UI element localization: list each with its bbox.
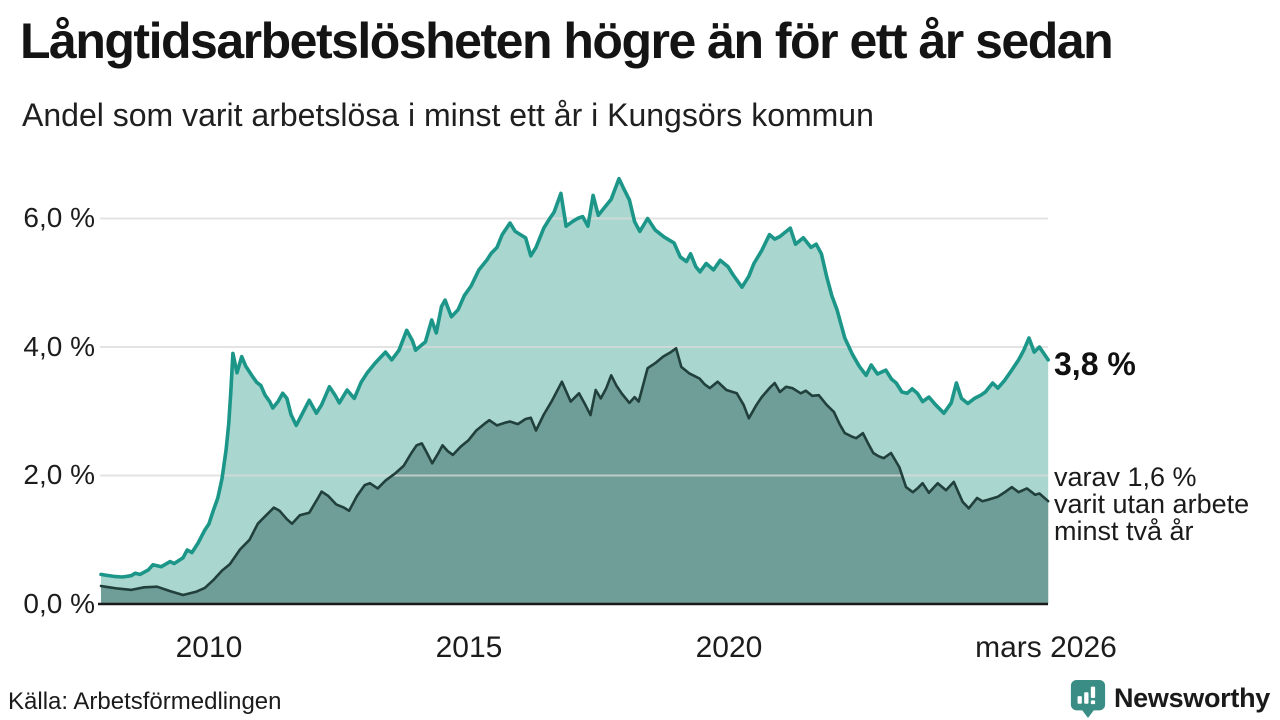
secondary-label-line2: varit utan arbete xyxy=(1054,489,1250,519)
x-tick-mars-2026: mars 2026 xyxy=(975,631,1117,664)
y-tick-0: 0,0 % xyxy=(23,588,95,619)
source-note: Källa: Arbetsförmedlingen xyxy=(8,688,282,715)
newsworthy-logo-text: Newsworthy xyxy=(1113,682,1270,713)
secondary-label-line1: varav 1,6 % xyxy=(1054,462,1197,492)
x-tick-2010: 2010 xyxy=(175,631,243,664)
x-tick-2015: 2015 xyxy=(435,631,503,664)
latest-value-label: 3,8 % xyxy=(1054,346,1136,382)
page-subtitle: Andel som varit arbetslösa i minst ett å… xyxy=(22,97,874,133)
x-tick-2020: 2020 xyxy=(695,631,763,664)
newsworthy-logo: Newsworthy xyxy=(1069,678,1270,718)
y-tick-4: 4,0 % xyxy=(23,331,95,362)
secondary-value-label: varav 1,6 % varit utan arbete minst två … xyxy=(1054,464,1249,545)
y-tick-6: 6,0 % xyxy=(23,202,95,233)
newsworthy-chart-bubble-icon xyxy=(1069,678,1107,718)
y-tick-2: 2,0 % xyxy=(23,459,95,490)
page-title: Långtidsarbetslösheten högre än för ett … xyxy=(20,13,1114,69)
secondary-label-line3: minst två år xyxy=(1054,516,1194,546)
